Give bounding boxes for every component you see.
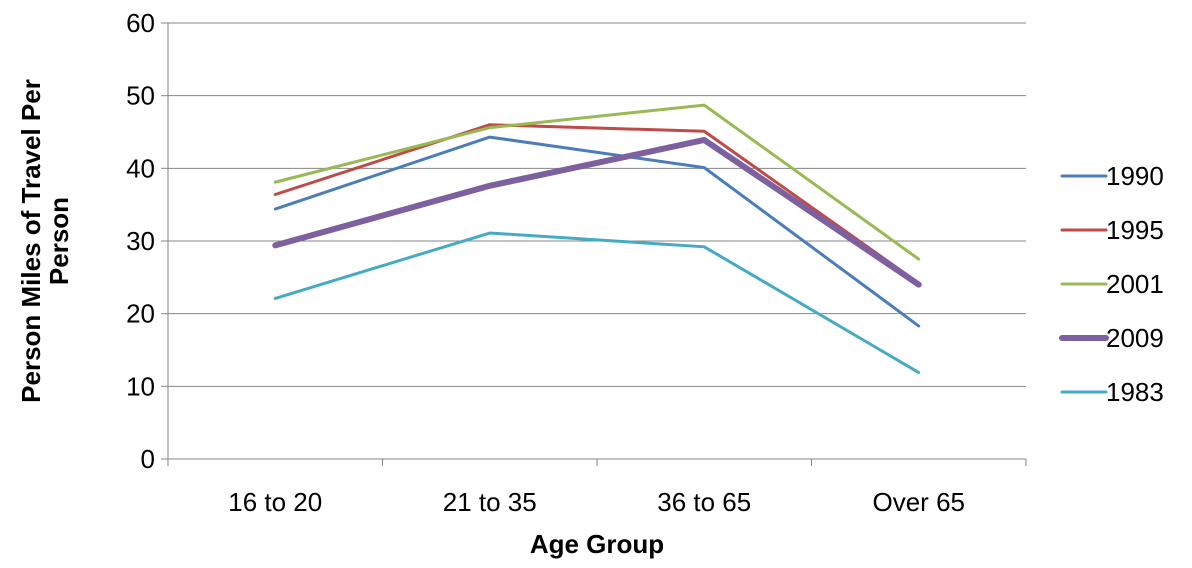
series-line-1990	[273, 135, 921, 328]
series-line-1995	[273, 123, 921, 285]
series-lines	[272, 103, 922, 375]
y-axis-title-line: Person Miles of Travel Per	[16, 79, 46, 403]
y-tick-label: 60	[126, 8, 155, 38]
legend-label: 2001	[1106, 269, 1164, 299]
legend-label: 2009	[1106, 323, 1164, 353]
y-axis-title: Person Miles of Travel PerPerson	[16, 79, 74, 403]
x-tick-label: 16 to 20	[228, 487, 322, 517]
legend-label: 1990	[1106, 161, 1164, 191]
axes	[161, 22, 1027, 466]
legend-item-2001: 2001	[1060, 269, 1164, 299]
legend-item-1983: 1983	[1060, 377, 1164, 407]
legend: 1990 1995 2001 2009 1983	[1059, 161, 1164, 407]
y-tick-label: 40	[126, 153, 155, 183]
x-tick-label: 36 to 65	[657, 487, 751, 517]
gridlines	[168, 22, 1026, 387]
legend-label: 1995	[1106, 215, 1164, 245]
y-axis-title-line: Person	[44, 197, 74, 285]
y-tick-label: 10	[126, 371, 155, 401]
legend-item-2009: 2009	[1059, 323, 1164, 353]
legend-item-1995: 1995	[1060, 215, 1164, 245]
y-tick-label: 50	[126, 81, 155, 111]
y-tick-label: 20	[126, 299, 155, 329]
x-axis-title: Age Group	[530, 529, 664, 559]
x-tick-label: Over 65	[873, 487, 966, 517]
series-line-2009	[272, 136, 922, 288]
axis-labels: Age Group Person Miles of Travel PerPers…	[16, 8, 965, 559]
series-line-1983	[273, 231, 921, 375]
series-line-2001	[273, 103, 921, 261]
x-tick-label: 21 to 35	[443, 487, 537, 517]
y-tick-label: 30	[126, 226, 155, 256]
y-tick-label: 0	[141, 444, 155, 474]
legend-label: 1983	[1106, 377, 1164, 407]
legend-item-1990: 1990	[1060, 161, 1164, 191]
